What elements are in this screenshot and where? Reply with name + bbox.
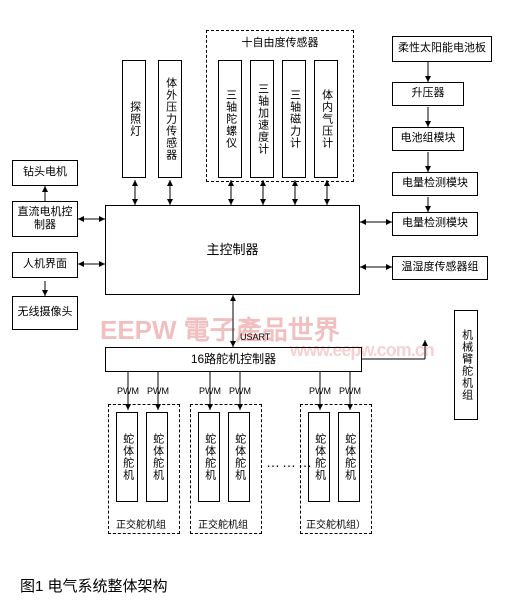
dc-motor-ctrl-box: 直流电机控制器	[12, 201, 78, 237]
gyroscope-box: 三轴陀螺仪	[218, 60, 242, 178]
battery-module-box: 电池组模块	[392, 127, 464, 151]
booster-box: 升压器	[392, 82, 464, 106]
figure-caption: 图1 电气系统整体架构	[20, 575, 168, 596]
pwm-6: PWM	[339, 386, 361, 396]
main-controller-box: 主控制器	[105, 205, 360, 295]
barometer-box: 体内气压计	[314, 60, 338, 178]
servo-body-1a: 蛇体舵机	[116, 412, 138, 502]
ortho-label-3: 正交舵机组）	[306, 516, 366, 531]
pwm-4: PWM	[229, 386, 251, 396]
temp-humid-box: 温湿度传感器组	[392, 256, 488, 280]
power-detect-box: 电量检测模块	[392, 172, 478, 196]
pwm-5: PWM	[309, 386, 331, 396]
wireless-cam-box: 无线摄像头	[12, 296, 78, 330]
magnetometer-box: 三轴磁力计	[282, 60, 306, 178]
solar-panel-box: 柔性太阳能电池板	[392, 36, 492, 62]
pwm-3: PWM	[199, 386, 221, 396]
arm-servo-box: 机械臂舵机组	[454, 310, 478, 420]
pwm-2: PWM	[147, 386, 169, 396]
drill-motor-box: 钻头电机	[12, 160, 78, 186]
ortho-label-2: 正交舵机组	[198, 516, 248, 531]
servo-body-2b: 蛇体舵机	[228, 412, 250, 502]
battery-right-box: 电量检测模块	[392, 212, 478, 236]
pwm-1: PWM	[117, 386, 139, 396]
ellipsis: ………	[266, 454, 314, 470]
servo-body-2a: 蛇体舵机	[198, 412, 220, 502]
hmi-box: 人机界面	[12, 252, 78, 278]
servo-body-3b: 蛇体舵机	[338, 412, 360, 502]
servo-controller-box: 16路舵机控制器	[105, 347, 362, 372]
search-light-box: 探照灯	[122, 60, 146, 178]
accelerometer-box: 三轴加速度计	[250, 60, 274, 178]
servo-body-1b: 蛇体舵机	[146, 412, 168, 502]
ortho-label-1: 正交舵机组	[116, 516, 166, 531]
ext-pressure-box: 体外压力传感器	[158, 60, 182, 178]
usart-label: USART	[240, 332, 270, 342]
diagram-root: 探照灯 体外压力传感器 十自由度传感器 三轴陀螺仪 三轴加速度计 三轴磁力计 体…	[0, 0, 515, 560]
